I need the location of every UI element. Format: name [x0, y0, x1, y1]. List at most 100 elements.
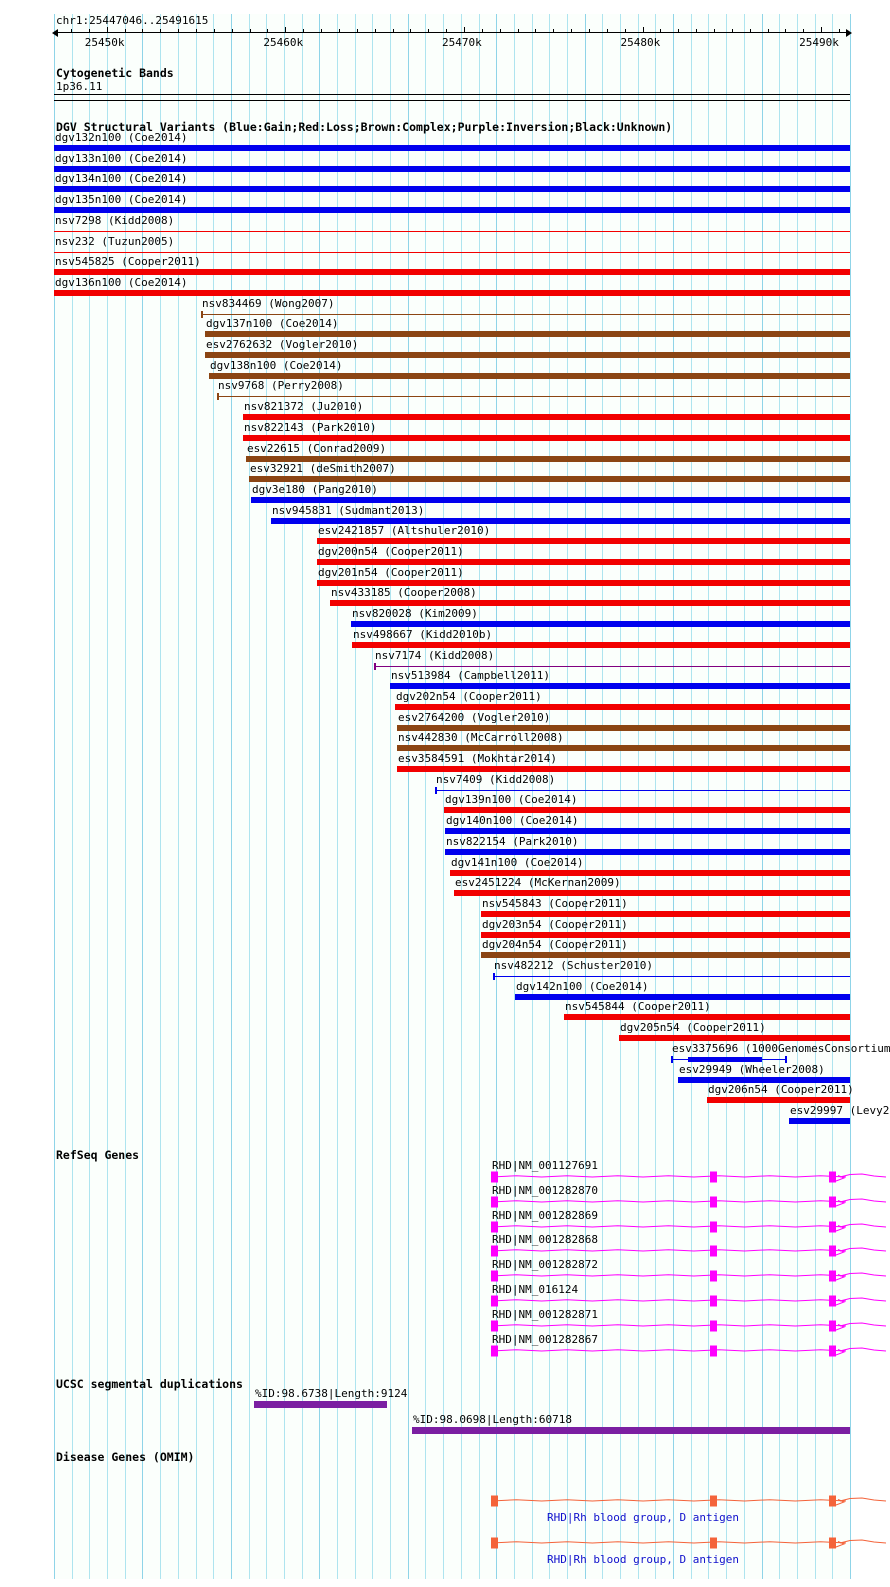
variant-bar[interactable]	[444, 807, 850, 814]
refseq-gene-model[interactable]	[490, 1344, 890, 1360]
variant-line[interactable]	[217, 396, 850, 398]
variant-bar[interactable]	[481, 910, 850, 917]
variant-label[interactable]: nsv545844 (Cooper2011)	[565, 1000, 711, 1014]
refseq-gene-label[interactable]: RHD|NM_001282868	[492, 1233, 598, 1247]
refseq-gene-model[interactable]	[490, 1195, 890, 1211]
variant-bar[interactable]	[54, 289, 850, 296]
variant-label[interactable]: nsv822143 (Park2010)	[244, 420, 377, 434]
variant-label[interactable]: nsv433185 (Cooper2008)	[331, 586, 477, 600]
variant-label[interactable]: dgv135n100 (Coe2014)	[55, 193, 188, 207]
variant-bar[interactable]	[243, 434, 850, 441]
variant-label[interactable]: nsv7174 (Kidd2008)	[375, 648, 495, 662]
refseq-gene-model[interactable]	[490, 1319, 890, 1335]
variant-bar[interactable]	[397, 745, 850, 752]
variant-bar[interactable]	[395, 703, 850, 710]
variant-label[interactable]: nsv7409 (Kidd2008)	[436, 772, 556, 786]
variant-bar[interactable]	[515, 993, 850, 1000]
variant-bar[interactable]	[445, 848, 850, 855]
variant-bar[interactable]	[205, 352, 850, 358]
variant-label[interactable]: nsv545843 (Cooper2011)	[482, 896, 628, 910]
variant-bar[interactable]	[707, 1097, 850, 1104]
variant-line[interactable]	[201, 313, 850, 315]
variant-bar[interactable]	[397, 724, 850, 731]
variant-label[interactable]: esv2451224 (McKernan2009)	[455, 876, 621, 890]
variant-bar[interactable]	[390, 683, 850, 690]
refseq-gene-label[interactable]: RHD|NM_016124	[492, 1283, 579, 1296]
variant-bar[interactable]	[397, 766, 850, 772]
variant-bar[interactable]	[205, 331, 850, 338]
variant-bar[interactable]	[271, 517, 850, 524]
variant-label[interactable]: dgv138n100 (Coe2014)	[210, 358, 343, 372]
variant-label[interactable]: dgv3e180 (Pang2010)	[252, 482, 378, 496]
omim-gene-label[interactable]: RHD|Rh blood group, D antigen	[547, 1553, 740, 1566]
variant-label[interactable]: dgv142n100 (Coe2014)	[516, 979, 649, 993]
segdup-bar[interactable]	[412, 1427, 850, 1434]
refseq-gene-model[interactable]	[490, 1244, 890, 1260]
segdup-label[interactable]: %ID:98.0698|Length:60718	[413, 1413, 572, 1426]
variant-bar[interactable]	[251, 496, 850, 503]
variant-bar[interactable]	[54, 207, 850, 214]
variant-bar[interactable]	[246, 455, 850, 462]
ruler-left-arrow[interactable]	[52, 29, 58, 37]
variant-bar[interactable]	[454, 890, 850, 897]
variant-bar[interactable]	[678, 1076, 850, 1083]
variant-bar[interactable]	[317, 559, 850, 565]
variant-label[interactable]: esv2421857 (Altshuler2010)	[318, 524, 491, 538]
refseq-gene-label[interactable]: RHD|NM_001127691	[492, 1159, 598, 1172]
variant-label[interactable]: dgv202n54 (Cooper2011)	[396, 689, 542, 703]
variant-bar[interactable]	[330, 600, 850, 607]
variant-label[interactable]: nsv513984 (Campbell2011)	[391, 669, 550, 683]
omim-gene-label[interactable]: RHD|Rh blood group, D antigen	[547, 1511, 740, 1524]
variant-label[interactable]: nsv821372 (Ju2010)	[244, 400, 364, 414]
variant-label[interactable]: nsv822154 (Park2010)	[446, 834, 579, 848]
variant-label[interactable]: nsv7298 (Kidd2008)	[55, 213, 175, 227]
variant-label[interactable]: dgv139n100 (Coe2014)	[445, 793, 578, 807]
variant-label[interactable]: esv3375696 (1000GenomesConsortiumPilot)	[672, 1041, 890, 1055]
variant-label[interactable]: dgv140n100 (Coe2014)	[446, 814, 579, 828]
variant-label[interactable]: nsv945831 (Sudmant2013)	[272, 503, 425, 517]
variant-label[interactable]: nsv442830 (McCarroll2008)	[398, 731, 564, 745]
omim-gene-model[interactable]	[490, 1536, 890, 1552]
variant-label[interactable]: dgv200n54 (Cooper2011)	[318, 545, 464, 558]
variant-bar[interactable]	[789, 1117, 850, 1124]
variant-label[interactable]: nsv232 (Tuzun2005)	[55, 234, 175, 248]
variant-label[interactable]: esv2762632 (Vogler2010)	[206, 338, 359, 351]
variant-bar[interactable]	[54, 186, 850, 193]
variant-line[interactable]	[54, 251, 850, 253]
variant-bar[interactable]	[209, 372, 850, 379]
variant-bar[interactable]	[351, 621, 850, 628]
variant-label[interactable]: dgv201n54 (Cooper2011)	[318, 565, 464, 579]
variant-label[interactable]: dgv134n100 (Coe2014)	[55, 172, 188, 186]
variant-bar[interactable]	[450, 869, 850, 876]
variant-label[interactable]: dgv133n100 (Coe2014)	[55, 151, 188, 165]
refseq-gene-model[interactable]	[490, 1269, 890, 1285]
variant-bar[interactable]	[243, 414, 850, 421]
variant-line[interactable]	[493, 976, 850, 977]
variant-bar[interactable]	[317, 579, 850, 586]
refseq-gene-label[interactable]: RHD|NM_001282872	[492, 1258, 598, 1272]
variant-bar[interactable]	[54, 269, 850, 276]
variant-label[interactable]: esv2764200 (Vogler2010)	[398, 710, 551, 724]
refseq-gene-model[interactable]	[490, 1170, 890, 1186]
variant-bar[interactable]	[249, 476, 850, 483]
variant-label[interactable]: dgv206n54 (Cooper2011)	[708, 1083, 854, 1097]
variant-label[interactable]: nsv498667 (Kidd2010b)	[353, 627, 493, 641]
segdup-label[interactable]: %ID:98.6738|Length:9124	[255, 1387, 408, 1400]
variant-line[interactable]	[435, 789, 850, 791]
variant-label[interactable]: dgv137n100 (Coe2014)	[206, 317, 339, 331]
variant-ci-core[interactable]	[688, 1056, 762, 1062]
variant-label[interactable]: esv22615 (Conrad2009)	[247, 441, 387, 455]
variant-bar[interactable]	[481, 952, 850, 959]
variant-label[interactable]: nsv482212 (Schuster2010)	[494, 959, 653, 972]
variant-label[interactable]: dgv204n54 (Cooper2011)	[482, 938, 628, 952]
variant-label[interactable]: nsv545825 (Cooper2011)	[55, 255, 201, 269]
refseq-gene-label[interactable]: RHD|NM_001282870	[492, 1183, 598, 1197]
variant-bar[interactable]	[481, 931, 850, 938]
variant-label[interactable]: dgv141n100 (Coe2014)	[451, 855, 584, 869]
variant-bar[interactable]	[54, 165, 850, 172]
refseq-gene-model[interactable]	[490, 1294, 890, 1310]
variant-label[interactable]: nsv820028 (Kim2009)	[352, 607, 478, 621]
variant-label[interactable]: nsv9768 (Perry2008)	[218, 379, 344, 393]
segdup-bar[interactable]	[254, 1401, 387, 1408]
variant-bar[interactable]	[54, 145, 850, 151]
